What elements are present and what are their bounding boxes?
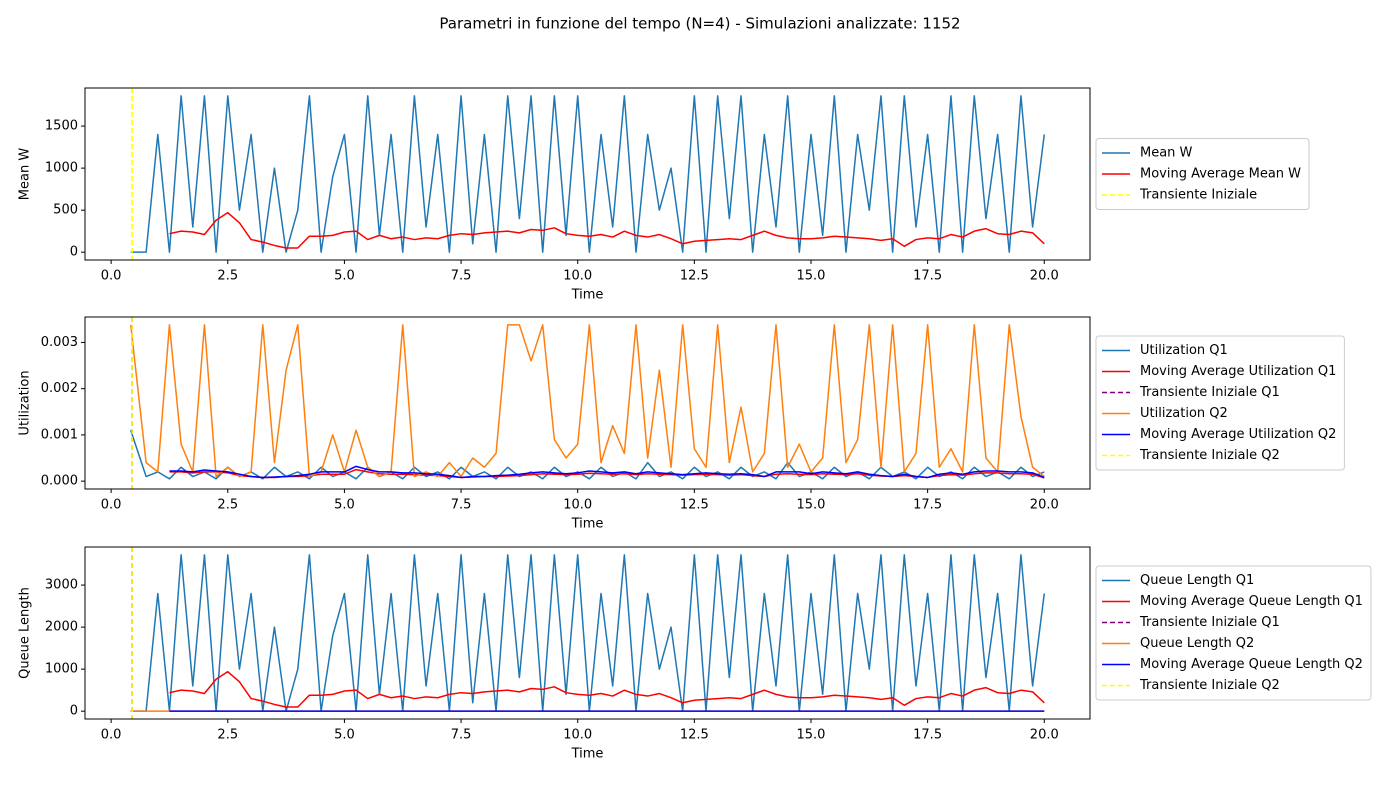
subplot: 0.000 0.001 0.002 0.003 0.0 2.5 5.0 7.5 10.0 12.5… xyxy=(18,316,1345,532)
x-tick-label: 17.5 xyxy=(913,728,942,743)
legend-label: Transiente Iniziale Q2 xyxy=(1139,448,1280,463)
series-line xyxy=(169,670,1045,708)
legend-label: Transiente Iniziale Q1 xyxy=(1139,385,1280,400)
y-axis-label: Queue Length xyxy=(18,587,33,679)
x-tick-label: 15.0 xyxy=(797,498,826,513)
series-line xyxy=(169,465,1045,479)
y-tick-label: 0 xyxy=(70,704,78,719)
subplot: 0 1000 2000 3000 0.0 2.5 5.0 7.5 10.0 12.5 15.0 17.… xyxy=(18,546,1372,762)
x-tick-label: 2.5 xyxy=(217,728,238,743)
legend-label: Moving Average Mean W xyxy=(1140,167,1301,182)
x-tick-label: 2.5 xyxy=(217,269,238,284)
x-tick-label: 10.0 xyxy=(563,498,592,513)
legend-label: Queue Length Q2 xyxy=(1140,636,1254,651)
x-tick-label: 10.0 xyxy=(563,269,592,284)
series-line xyxy=(129,324,1045,478)
legend-label: Transiente Iniziale Q2 xyxy=(1139,678,1280,693)
figure-title: Parametri in funzione del tempo (N=4) - … xyxy=(439,15,960,33)
axes-frame xyxy=(84,87,1091,261)
legend-label: Moving Average Utilization Q2 xyxy=(1140,427,1336,442)
x-axis-label: Time xyxy=(571,747,604,762)
legend-label: Moving Average Queue Length Q2 xyxy=(1140,657,1363,672)
x-tick-label: 0.0 xyxy=(101,498,122,513)
series-line xyxy=(130,95,1046,253)
y-axis-label: Mean W xyxy=(18,148,33,201)
legend-box xyxy=(1095,565,1372,701)
series-line xyxy=(169,211,1045,249)
series-line xyxy=(130,554,1046,712)
y-tick-label: 1000 xyxy=(45,161,78,176)
x-tick-label: 2.5 xyxy=(217,498,238,513)
y-tick-label: 0.001 xyxy=(41,427,78,442)
x-tick-label: 20.0 xyxy=(1030,498,1059,513)
x-tick-label: 0.0 xyxy=(101,269,122,284)
x-tick-label: 20.0 xyxy=(1030,269,1059,284)
axes-frame xyxy=(84,546,1091,720)
x-tick-label: 5.0 xyxy=(334,269,355,284)
x-tick-label: 12.5 xyxy=(680,728,709,743)
axes-frame xyxy=(84,316,1091,490)
y-tick-label: 3000 xyxy=(45,578,78,593)
y-tick-label: 1500 xyxy=(45,119,78,134)
legend-label: Utilization Q2 xyxy=(1140,406,1228,421)
x-tick-label: 17.5 xyxy=(913,498,942,513)
x-tick-label: 7.5 xyxy=(451,498,472,513)
x-tick-label: 12.5 xyxy=(680,498,709,513)
y-tick-label: 500 xyxy=(53,203,78,218)
x-tick-label: 0.0 xyxy=(101,728,122,743)
legend-label: Mean W xyxy=(1140,146,1193,161)
x-tick-label: 7.5 xyxy=(451,728,472,743)
x-tick-label: 5.0 xyxy=(334,498,355,513)
y-tick-label: 0.002 xyxy=(41,381,78,396)
legend-label: Moving Average Queue Length Q1 xyxy=(1140,594,1363,609)
legend-label: Utilization Q1 xyxy=(1140,343,1228,358)
subplot: 0 500 1000 1500 0.0 2.5 5.0 7.5 10.0 12.5 15.0 17.5… xyxy=(18,87,1310,303)
x-tick-label: 10.0 xyxy=(563,728,592,743)
y-tick-label: 1000 xyxy=(45,662,78,677)
legend-label: Queue Length Q1 xyxy=(1140,573,1254,588)
x-tick-label: 15.0 xyxy=(797,269,826,284)
x-tick-label: 7.5 xyxy=(451,269,472,284)
legend-label: Transiente Iniziale Q1 xyxy=(1139,615,1280,630)
x-axis-label: Time xyxy=(571,288,604,303)
legend-box xyxy=(1095,138,1310,210)
y-tick-label: 0.000 xyxy=(41,474,78,489)
x-axis-label: Time xyxy=(571,517,604,532)
y-tick-label: 0.003 xyxy=(41,335,78,350)
x-tick-label: 17.5 xyxy=(913,269,942,284)
y-tick-label: 2000 xyxy=(45,620,78,635)
legend-label: Moving Average Utilization Q1 xyxy=(1140,364,1336,379)
legend-box xyxy=(1095,335,1345,471)
y-tick-label: 0 xyxy=(70,245,78,260)
x-tick-label: 5.0 xyxy=(334,728,355,743)
y-axis-label: Utilization xyxy=(18,370,33,435)
x-tick-label: 15.0 xyxy=(797,728,826,743)
x-tick-label: 12.5 xyxy=(680,269,709,284)
x-tick-label: 20.0 xyxy=(1030,728,1059,743)
legend-label: Transiente Iniziale xyxy=(1139,188,1257,203)
